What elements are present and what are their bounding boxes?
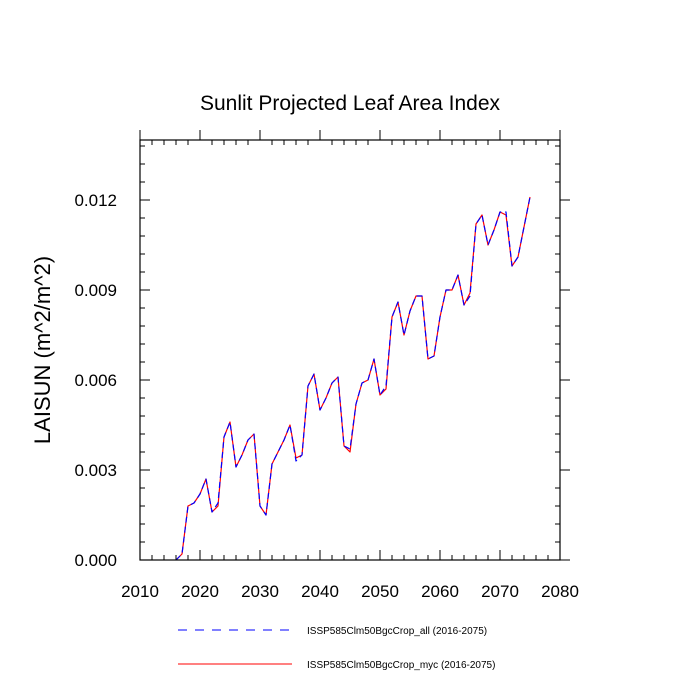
x-tick-label: 2010	[121, 582, 159, 601]
x-tick-label: 2020	[181, 582, 219, 601]
y-axis-label: LAISUN (m^2/m^2)	[30, 256, 55, 444]
x-tick-label: 2060	[421, 582, 459, 601]
y-tick-label: 0.006	[74, 371, 117, 390]
x-tick-label: 2080	[541, 582, 579, 601]
legend: ISSP585Clm50BgcCrop_all (2016-2075) ISSP5…	[178, 626, 495, 671]
plot-frame	[139, 139, 561, 561]
chart-title: Sunlit Projected Leaf Area Index	[200, 92, 501, 115]
series-line-0	[175, 196, 531, 561]
legend-label-1: ISSP585Clm50BgcCrop_myc (2016-2075)	[307, 660, 495, 671]
series-line-1	[175, 196, 531, 561]
x-tick-label: 2070	[481, 582, 519, 601]
ticks-layer: 2010 2020 2030 2040 2050 2060 2070 2080 0.000 0.0…	[74, 130, 579, 601]
series-layer	[175, 196, 531, 561]
y-tick-label: 0.000	[74, 551, 117, 570]
x-tick-label: 2040	[301, 582, 339, 601]
legend-label-0: ISSP585Clm50BgcCrop_all (2016-2075)	[307, 626, 487, 637]
y-tick-label: 0.009	[74, 281, 117, 300]
y-tick-label: 0.003	[74, 461, 117, 480]
x-tick-label: 2050	[361, 582, 399, 601]
y-tick-label: 0.012	[74, 191, 117, 210]
x-tick-label: 2030	[241, 582, 279, 601]
